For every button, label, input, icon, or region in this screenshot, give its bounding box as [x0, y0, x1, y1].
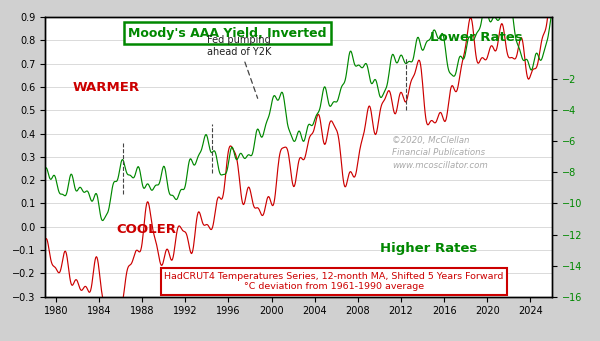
Text: Fed pumping
ahead of Y2K: Fed pumping ahead of Y2K [207, 35, 271, 98]
Text: Higher Rates: Higher Rates [380, 242, 477, 255]
Text: HadCRUT4 Temperatures Series, 12-month MA, Shifted 5 Years Forward
°C deviation : HadCRUT4 Temperatures Series, 12-month M… [164, 272, 503, 291]
Text: ©2020, McClellan
Financial Publications
www.mcoscillator.com: ©2020, McClellan Financial Publications … [392, 136, 488, 170]
Text: Moody's AAA Yield, Inverted: Moody's AAA Yield, Inverted [128, 27, 327, 40]
Text: COOLER: COOLER [116, 223, 176, 236]
Text: Lower Rates: Lower Rates [430, 31, 523, 44]
Text: WARMER: WARMER [73, 81, 140, 94]
